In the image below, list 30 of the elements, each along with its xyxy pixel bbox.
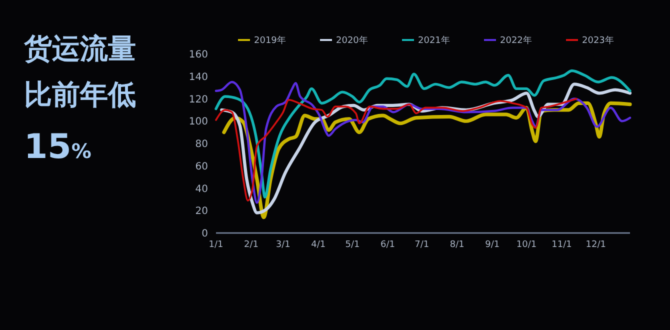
x-tick-label: 4/1 <box>311 240 326 250</box>
x-tick-label: 11/1 <box>552 240 572 250</box>
x-tick-label: 9/1 <box>485 240 500 250</box>
y-tick-label: 80 <box>195 139 208 150</box>
y-tick-label: 120 <box>188 94 208 106</box>
legend-label: 2023年 <box>582 35 614 46</box>
x-tick-label: 6/1 <box>380 240 395 250</box>
x-tick-label: 1/1 <box>208 240 224 250</box>
text: 比前年低 <box>24 78 136 111</box>
legend-label: 2019年 <box>254 35 286 46</box>
x-tick-label: 5/1 <box>345 240 360 250</box>
x-tick-label: 12/1 <box>586 240 606 250</box>
legend-label: 2021年 <box>418 35 450 46</box>
x-tick-label: 10/1 <box>516 240 537 250</box>
y-tick-label: 20 <box>195 206 208 218</box>
x-tick-label: 8/1 <box>450 240 464 250</box>
y-tick-label: 0 <box>202 228 208 240</box>
text: 货运流量 <box>23 32 136 65</box>
y-tick-label: 160 <box>188 50 208 60</box>
line-series <box>215 98 578 202</box>
legend-label: 2022年 <box>500 35 532 46</box>
x-tick-label: 7/1 <box>414 240 430 250</box>
y-tick-label: 100 <box>188 116 208 128</box>
x-tick-label: 2/1 <box>244 240 258 250</box>
y-tick-label: 60 <box>195 161 208 172</box>
y-tick-label: 140 <box>188 72 208 83</box>
x-tick-label: 3/1 <box>276 240 290 250</box>
legend-label: 2020年 <box>336 35 368 46</box>
text: 15% <box>24 127 92 167</box>
y-tick-label: 40 <box>195 184 208 195</box>
